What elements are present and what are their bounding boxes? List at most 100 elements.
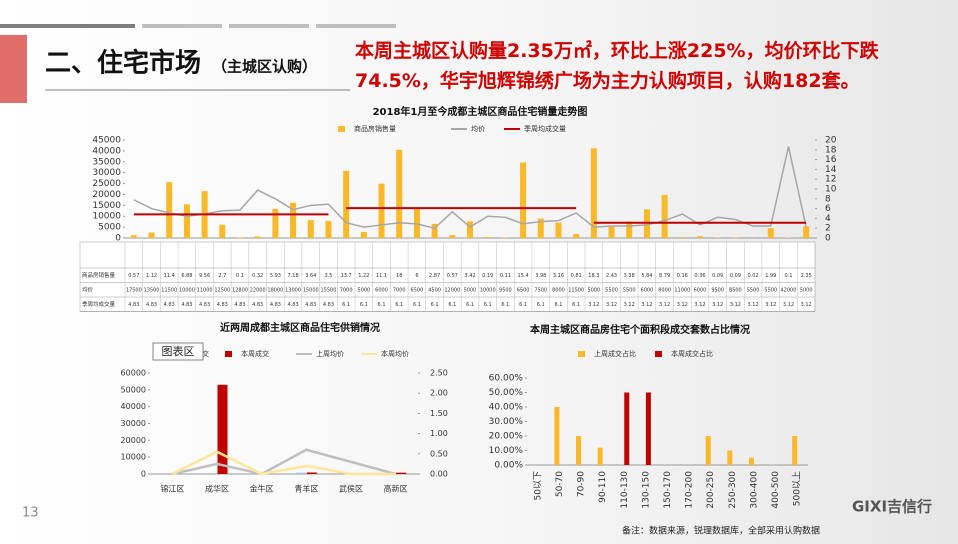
chart-title: 本周主城区商品房住宅个面积段成交套数占比情况 [530, 323, 750, 336]
y-tick-label: 30000 [121, 419, 146, 428]
table-cell: 8000 [658, 287, 671, 293]
bar [467, 221, 473, 238]
bar [748, 457, 754, 465]
table-cell: 18.3 [588, 273, 599, 279]
tooltip-box [152, 342, 204, 361]
table-cell: 3.98 [535, 273, 546, 279]
table-cell: 22000 [250, 287, 266, 293]
y2-tick-label: 20 [825, 136, 837, 146]
table-cell: 3.16 [553, 273, 564, 279]
y2-tick-label: 0 [825, 234, 831, 244]
table-cell: 10000 [480, 287, 496, 293]
table-cell: 13.7 [341, 273, 352, 279]
table-cell: 6000 [375, 287, 388, 293]
table-cell: 3.12 [606, 302, 617, 308]
table-cell: 9500 [711, 287, 724, 293]
bar [520, 162, 527, 238]
y-tick-label: 60.00% [489, 374, 524, 384]
legend-label: 季周均成交量 [524, 124, 566, 133]
bar [396, 149, 403, 238]
table-cell: 17500 [126, 287, 142, 293]
legend-label: 本周成交 [241, 349, 269, 358]
table-cell: 0.57 [447, 273, 458, 279]
y-tick-label: 15000 [92, 201, 121, 211]
table-cell: 3.12 [801, 302, 812, 308]
table-cell: 3.12 [624, 302, 635, 308]
table-cell: 0.16 [677, 273, 688, 279]
x-tick-label: 400-500 [771, 471, 781, 509]
table-cell: 3.12 [730, 302, 741, 308]
bar [378, 183, 385, 238]
table-cell: 6.1 [537, 302, 545, 308]
x-tick-label: 金牛区 [250, 484, 274, 494]
header-bar [229, 24, 309, 28]
table-cell: 4.83 [199, 302, 210, 308]
x-tick-label: 150-170 [663, 471, 673, 509]
table-cell: 4.83 [288, 302, 299, 308]
table-cell: 6000 [641, 287, 654, 293]
bar [290, 202, 297, 238]
legend-label: 上周均价 [316, 349, 344, 358]
table-cell: 0.09 [712, 273, 723, 279]
table-cell: 6.1 [431, 302, 439, 308]
table-cell: 5500 [623, 287, 636, 293]
table-cell: 6500 [411, 287, 424, 293]
table-cell: 6500 [517, 287, 530, 293]
table-cell: 5.93 [270, 273, 281, 279]
table-cell: 4.83 [252, 302, 263, 308]
bar [626, 221, 633, 238]
header-bar [316, 24, 396, 28]
bar [306, 472, 317, 474]
bar [166, 182, 173, 238]
table-cell: 15.4 [518, 273, 529, 279]
table-cell: 6.1 [395, 302, 403, 308]
table-cell: 12800 [232, 287, 248, 293]
x-tick-label: 300-400 [749, 471, 759, 509]
y2-tick-label: 8 [825, 194, 831, 204]
legend-label: 本周成交占比 [671, 349, 713, 358]
table-cell: 6.1 [501, 302, 509, 308]
x-tick-label: 高新区 [384, 484, 408, 494]
page-number: 13 [22, 506, 39, 521]
y-tick-label: 30.00% [489, 417, 524, 427]
bar [573, 234, 580, 238]
table-cell: 6.1 [484, 302, 492, 308]
table-cell: 2.43 [606, 273, 617, 279]
bar [484, 237, 491, 238]
table-cell: 3.12 [783, 302, 794, 308]
table-cell: 4.83 [181, 302, 192, 308]
table-cell: 0.1 [784, 273, 792, 279]
table-cell: 5.84 [641, 273, 652, 279]
y-tick-label: 35000 [92, 157, 121, 167]
bar [576, 436, 582, 465]
bar [343, 170, 350, 238]
bar [555, 222, 562, 238]
table-cell: 8500 [729, 287, 742, 293]
x-tick-label: 50-70 [555, 471, 565, 497]
tooltip[interactable]: 图表区 [152, 342, 204, 361]
bar [272, 208, 279, 238]
table-cell: 6000 [694, 287, 707, 293]
table-cell: 4.83 [164, 302, 175, 308]
x-tick-label: 500以上 [792, 471, 803, 506]
y-tick-label: 5000 [98, 223, 121, 233]
table-cell: 18000 [267, 287, 283, 293]
x-tick-label: 70-90 [577, 471, 587, 497]
table-cell: 13500 [144, 287, 160, 293]
table-cell: 18 [396, 273, 402, 279]
table-cell: 11.4 [164, 273, 175, 279]
y2-tick-label: 4 [825, 214, 831, 224]
y2-tick-label: 1.50 [430, 409, 448, 418]
table-cell: 5500 [747, 287, 760, 293]
table-cell: 6.1 [466, 302, 474, 308]
legend-label: 上周成交占比 [594, 349, 636, 358]
chart-title: 2018年1月至今成都主城区商品住宅销量走势图 [373, 105, 588, 118]
bar [590, 148, 597, 238]
bar [183, 204, 190, 238]
bar [219, 224, 226, 238]
table-cell: 6.1 [378, 302, 386, 308]
footnote: 备注：数据来源，锐理数据库，全部采用认购数据 [622, 525, 820, 537]
table-cell: 12000 [444, 287, 460, 293]
bar [130, 235, 137, 238]
table-cell: 4500 [428, 287, 441, 293]
